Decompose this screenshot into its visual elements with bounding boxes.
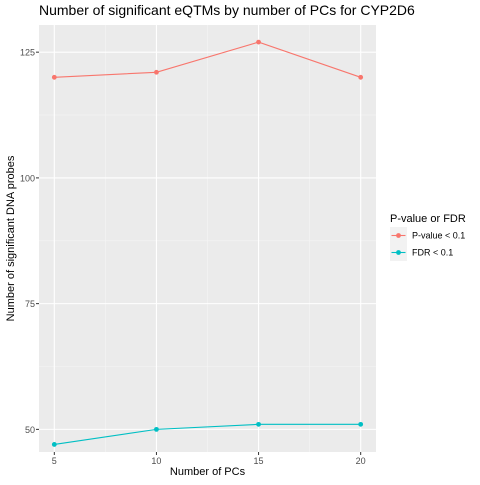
data-point — [358, 421, 364, 427]
data-point — [154, 426, 159, 432]
data-point — [154, 69, 159, 75]
chart-title: Number of significant eQTMs by number of… — [39, 2, 415, 18]
legend-key-point — [396, 250, 401, 255]
legend-label: FDR < 0.1 — [412, 248, 453, 258]
y-axis-title: Number of significant DNA probes — [5, 155, 17, 321]
data-point — [51, 74, 57, 80]
legend-title: P-value or FDR — [390, 213, 466, 225]
legend-label: P-value < 0.1 — [412, 231, 465, 241]
data-point — [358, 74, 364, 80]
x-axis-title: Number of PCs — [170, 466, 246, 478]
data-point — [51, 442, 57, 447]
y-tick-label: 50 — [25, 425, 35, 435]
series-line-1 — [54, 41, 361, 78]
x-tick-label: 10 — [151, 456, 161, 466]
legend-key-point — [396, 233, 401, 238]
y-tick-label: 125 — [20, 48, 35, 58]
x-tick-label: 20 — [356, 456, 366, 466]
y-tick-label: 100 — [20, 173, 35, 183]
data-point — [256, 421, 261, 427]
data-point — [256, 39, 261, 45]
series-line-2 — [54, 423, 361, 445]
y-tick-label: 75 — [25, 299, 35, 309]
x-tick-label: 5 — [52, 456, 57, 466]
x-tick-label: 15 — [254, 456, 264, 466]
